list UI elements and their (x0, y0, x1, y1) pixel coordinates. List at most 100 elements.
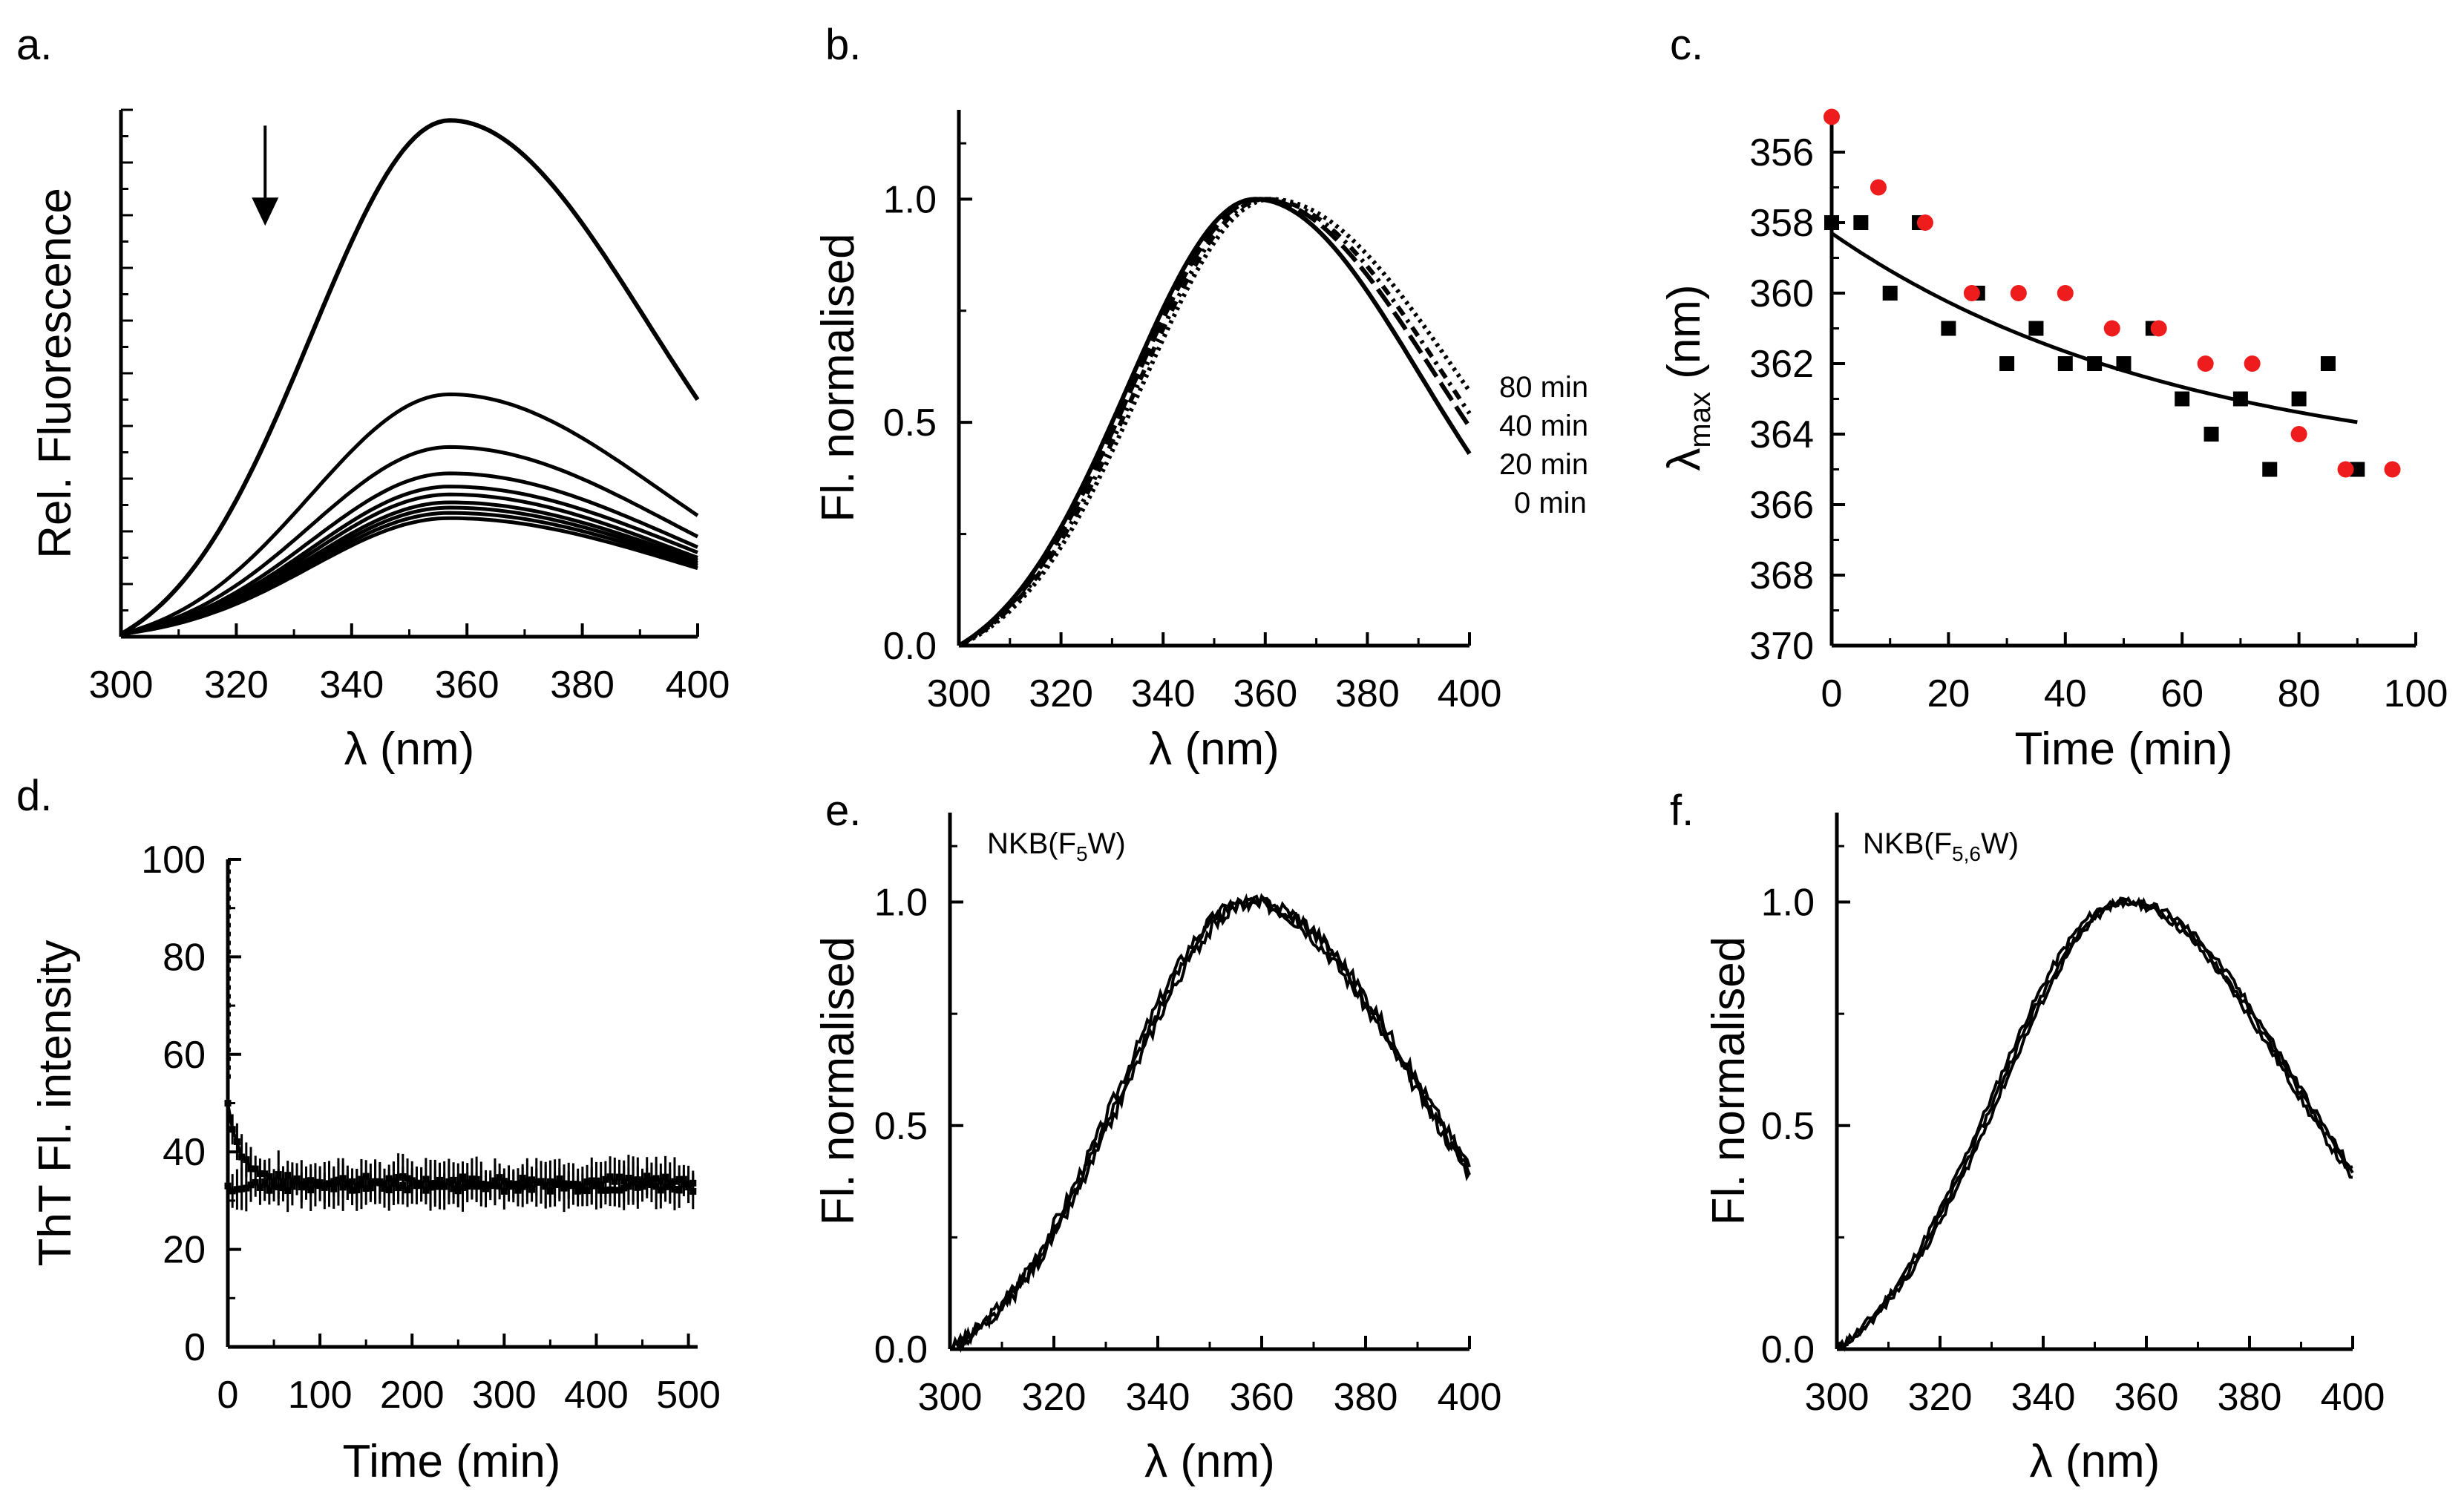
panel-a: a. 300 320 340 360 380 400 λ (nm) Rel. Fluoresce… (16, 21, 730, 775)
y-tick-label: 60 (163, 1034, 206, 1077)
data-point-square (2320, 356, 2336, 371)
data-point-circle (1824, 108, 1840, 125)
x-tick-label: 200 (380, 1374, 445, 1417)
y-tick-label: 1.0 (1761, 882, 1815, 925)
data-point-square (2175, 391, 2190, 407)
x-tick-label: 380 (2218, 1376, 2282, 1419)
panel-label-f: f. (1670, 787, 1694, 835)
spectrum-trace-3 (950, 893, 1471, 1353)
x-tick-label: 100 (288, 1374, 353, 1417)
x-axis-title: λ (nm) (344, 724, 475, 775)
data-point-square (1853, 215, 1869, 230)
spectrum-line-3 (120, 445, 699, 636)
x-axis-title: λ (nm) (1144, 1436, 1275, 1487)
data-point-circle (1916, 214, 1933, 231)
x-tick-label: 400 (666, 663, 730, 706)
x-tick-label: 400 (2321, 1376, 2385, 1419)
x-axis-title: λ (nm) (1149, 724, 1279, 775)
legend-label: 40 min (1499, 410, 1588, 442)
x-tick-label: 80 (2278, 672, 2321, 715)
y-tick-label: 366 (1749, 484, 1814, 527)
y-tick-label: 356 (1749, 131, 1814, 174)
x-tick-label: 0 (1821, 672, 1843, 715)
panel-label-d: d. (16, 772, 52, 820)
y-axis-title: Fl. normalised (1703, 937, 1754, 1225)
panel-f: f. 300 320 340 360 380 400 0.0 0.5 1.0 λ (nm) Fl. n… (1670, 787, 2385, 1487)
x-tick-label: 360 (435, 663, 499, 706)
x-tick-label: 400 (1438, 672, 1502, 715)
panel-label-b: b. (825, 21, 861, 69)
x-tick-label: 0 (217, 1374, 239, 1417)
x-tick-label: 320 (1908, 1376, 1973, 1419)
data-point-circle (2103, 320, 2120, 337)
data-point-circle (1870, 179, 1887, 196)
y-tick-label: 20 (163, 1229, 206, 1272)
x-tick-label: 340 (1126, 1376, 1190, 1419)
data-point-square (2203, 427, 2219, 442)
spectrum-trace-3 (1835, 899, 2353, 1352)
data-point-square (2232, 391, 2248, 407)
y-tick-label: 0.0 (1761, 1328, 1815, 1371)
x-tick-label: 320 (204, 663, 269, 706)
data-point-circle (1963, 285, 1980, 301)
data-point-circle (2197, 355, 2214, 372)
y-tick-label: 1.0 (874, 882, 928, 925)
x-tick-label: 320 (1029, 672, 1093, 715)
x-tick-label: 500 (656, 1374, 721, 1417)
panel-e: e. 300 320 340 360 380 400 0.0 0.5 1.0 λ (nm) Fl. n… (813, 787, 1501, 1487)
data-point-square (1999, 356, 2015, 371)
x-tick-label: 300 (918, 1376, 983, 1419)
spectrum-trace-1 (1835, 896, 2353, 1349)
data-point-circle (2150, 320, 2167, 337)
x-tick-label: 360 (1233, 672, 1297, 715)
data-point-circle (2384, 461, 2401, 478)
x-tick-label: 400 (564, 1374, 629, 1417)
panel-c: c. 0 20 40 60 80 100 356 358 360 362 364 366 368 370 Ti… (1659, 21, 2448, 775)
x-tick-label: 360 (2114, 1376, 2179, 1419)
spectrum-line-4 (120, 471, 698, 636)
data-point (689, 1187, 697, 1195)
y-tick-label: 100 (141, 839, 206, 882)
y-tick-label: 40 (163, 1131, 206, 1174)
spectrum-line-2 (120, 392, 699, 636)
x-tick-label: 300 (927, 672, 992, 715)
x-tick-label: 320 (1022, 1376, 1087, 1419)
x-tick-label: 100 (2384, 672, 2448, 715)
spectrum-line-0-min (957, 197, 1472, 648)
x-tick-label: 40 (2044, 672, 2087, 715)
x-tick-label: 380 (550, 663, 615, 706)
x-axis-title: λ (nm) (2030, 1436, 2160, 1487)
data-point-circle (2057, 285, 2074, 301)
x-tick-label: 360 (1230, 1376, 1294, 1419)
y-axis-title: ThT Fl. intensity (30, 940, 81, 1267)
data-point-circle (2010, 285, 2027, 301)
construct-label: NKB(F5W) (987, 827, 1126, 865)
x-tick-label: 20 (1927, 672, 1970, 715)
y-tick-label: 0.0 (883, 625, 937, 668)
data-point-circle (2290, 426, 2307, 442)
spectrum-line-20-min (957, 197, 1472, 648)
x-tick-label: 300 (89, 663, 154, 706)
x-tick-label: 380 (1335, 672, 1400, 715)
panel-label-e: e. (825, 787, 861, 835)
fit-curve (1830, 232, 2358, 424)
x-tick-label: 380 (1334, 1376, 1398, 1419)
y-axis-title: Fl. normalised (813, 233, 864, 522)
y-tick-label: 0 (184, 1326, 206, 1369)
spectrum-line-10 (120, 516, 698, 636)
legend-label: 0 min (1514, 487, 1587, 519)
data-point-circle (2337, 461, 2354, 478)
data-point-square (2262, 462, 2278, 477)
y-tick-label: 80 (163, 936, 206, 979)
x-tick-label: 60 (2160, 672, 2203, 715)
x-tick-label: 400 (1438, 1376, 1502, 1419)
data-point-square (2291, 391, 2307, 407)
spectrum-line-1 (119, 118, 700, 637)
y-axis-title: λmax (nm) (1659, 284, 1717, 470)
y-tick-label: 370 (1749, 625, 1814, 668)
x-tick-label: 340 (2011, 1376, 2076, 1419)
panel-b: b. 300 320 340 360 380 400 0.0 0.5 1.0 λ (nm) Fl. n… (813, 21, 1588, 775)
panel-label-a: a. (16, 21, 52, 69)
y-tick-label: 358 (1749, 202, 1814, 245)
